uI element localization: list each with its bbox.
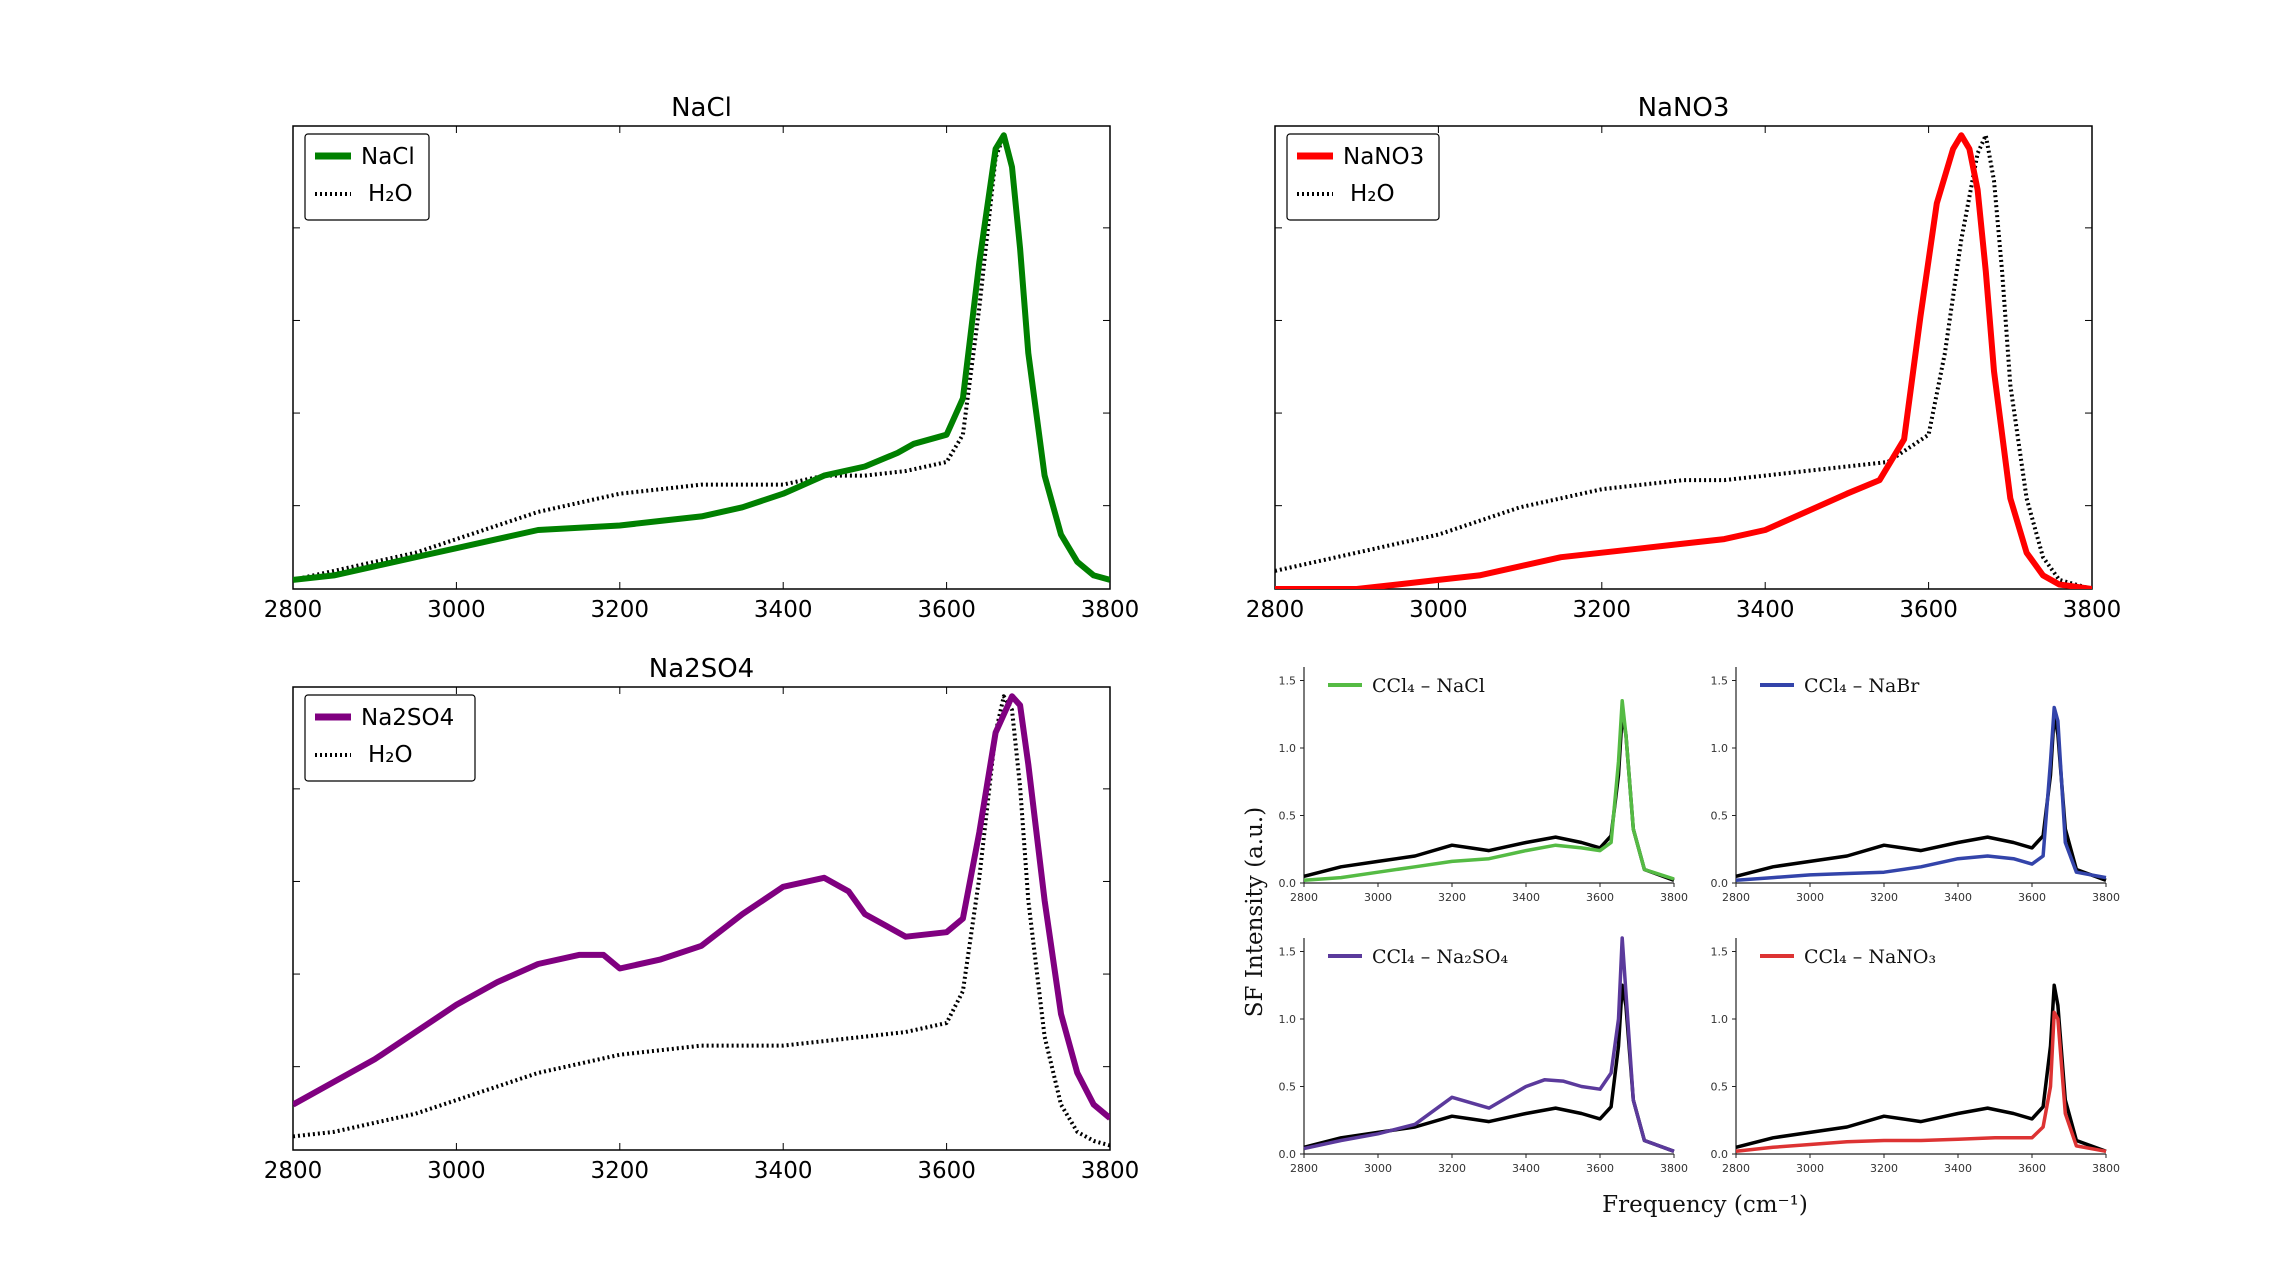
x-tick-label: 3400: [1736, 597, 1795, 623]
panel-0: NaCl 2800 3000 3200 3400 3600 3800 NaCl H₂O: [264, 93, 1140, 623]
x-tick-label: 3800: [1660, 1162, 1688, 1175]
y-tick-label: 0.5: [1279, 810, 1297, 823]
panel-2: Na2SO4 2800 3000 3200 3400 3600 3800 Na2SO4 H₂O: [264, 654, 1140, 1184]
y-tick-label: 0.0: [1279, 877, 1297, 890]
x-tick-label: 3400: [1512, 891, 1540, 904]
series-line-salt: [293, 693, 1110, 1121]
inset-x-axis-label: Frequency (cm⁻¹): [1602, 1192, 1808, 1218]
inset-y-axis-label: SF Intensity (a.u.): [1242, 807, 1268, 1017]
inset-figure: 0.0 0.5 1.0 1.5 2800 3000 3200 3400 3600 3800 CCl₄…: [1242, 667, 2120, 1218]
x-tick-label: 3000: [1364, 891, 1392, 904]
x-tick-label: 3600: [1586, 1162, 1614, 1175]
panel-1: NaNO3 2800 3000 3200 3400 3600 3800 NaNO3 H₂O: [1246, 93, 2122, 623]
y-tick-label: 1.5: [1279, 675, 1297, 688]
legend-label-salt: Na2SO4: [361, 705, 454, 731]
y-tick-label: 0.5: [1711, 810, 1729, 823]
x-tick-label: 3000: [1796, 891, 1824, 904]
x-tick-label: 2800: [1290, 891, 1318, 904]
y-tick-label: 1.0: [1279, 1013, 1297, 1026]
series-line-colored: [1303, 699, 1675, 883]
y-tick-label: 0.0: [1711, 877, 1729, 890]
inset-panel-0: 0.0 0.5 1.0 1.5 2800 3000 3200 3400 3600 3800 CCl₄…: [1279, 667, 1688, 904]
x-tick-label: 2800: [1722, 1162, 1750, 1175]
legend-label: CCl₄ – NaCl: [1372, 675, 1485, 697]
series-line-salt: [1275, 132, 2092, 589]
y-tick-label: 1.5: [1279, 946, 1297, 959]
x-tick-label: 3800: [1081, 597, 1140, 623]
x-tick-label: 2800: [1722, 891, 1750, 904]
x-tick-label: 3200: [591, 597, 650, 623]
x-tick-label: 3200: [1870, 891, 1898, 904]
chart-title: NaCl: [671, 93, 732, 123]
legend: Na2SO4 H₂O: [304, 694, 476, 782]
x-tick-label: 3000: [427, 1158, 486, 1184]
x-tick-label: 3600: [917, 1158, 976, 1184]
series-line-colored: [1735, 1010, 2107, 1154]
legend: NaNO3 H₂O: [1286, 133, 1440, 221]
x-tick-label: 3400: [1944, 891, 1972, 904]
legend-label-salt: NaNO3: [1343, 144, 1424, 170]
y-tick-label: 1.5: [1711, 946, 1729, 959]
y-tick-label: 0.0: [1711, 1148, 1729, 1161]
x-tick-label: 3400: [754, 1158, 813, 1184]
x-tick-label: 3400: [1944, 1162, 1972, 1175]
x-tick-label: 3800: [1081, 1158, 1140, 1184]
chart-title: Na2SO4: [649, 654, 754, 684]
y-tick-label: 0.5: [1279, 1081, 1297, 1094]
x-tick-label: 3000: [427, 597, 486, 623]
x-tick-label: 3600: [1899, 597, 1958, 623]
y-tick-label: 1.0: [1279, 742, 1297, 755]
chart-title: NaNO3: [1638, 93, 1730, 123]
legend-label-h2o: H₂O: [1350, 181, 1395, 207]
series-line-colored: [1303, 936, 1675, 1153]
x-tick-label: 3600: [1586, 891, 1614, 904]
series-line-salt: [293, 132, 1110, 583]
legend-label: CCl₄ – NaNO₃: [1804, 946, 1936, 968]
x-tick-label: 3000: [1409, 597, 1468, 623]
y-tick-label: 1.0: [1711, 742, 1729, 755]
x-tick-label: 3400: [1512, 1162, 1540, 1175]
x-tick-label: 3000: [1796, 1162, 1824, 1175]
legend-label: CCl₄ – NaBr: [1804, 675, 1920, 697]
legend-label: CCl₄ – Na₂SO₄: [1372, 946, 1509, 968]
legend: NaCl H₂O: [304, 133, 430, 221]
legend-label-h2o: H₂O: [368, 181, 413, 207]
x-tick-label: 3200: [1870, 1162, 1898, 1175]
inset-panel-2: 0.0 0.5 1.0 1.5 2800 3000 3200 3400 3600 3800 CCl₄…: [1279, 936, 1688, 1175]
x-tick-label: 3200: [1438, 891, 1466, 904]
inset-panel-3: 0.0 0.5 1.0 1.5 2800 3000 3200 3400 3600 3800 CCl₄…: [1711, 938, 2120, 1175]
legend-label-h2o: H₂O: [368, 742, 413, 768]
y-tick-label: 1.0: [1711, 1013, 1729, 1026]
x-tick-label: 3600: [2018, 891, 2046, 904]
x-tick-label: 3800: [2063, 597, 2122, 623]
y-tick-label: 1.5: [1711, 675, 1729, 688]
x-tick-label: 3200: [1573, 597, 1632, 623]
x-tick-label: 2800: [264, 597, 323, 623]
x-tick-label: 2800: [1290, 1162, 1318, 1175]
x-tick-label: 3800: [1660, 891, 1688, 904]
x-tick-label: 3400: [754, 597, 813, 623]
series-line-h2o: [1275, 133, 2092, 589]
x-tick-label: 3200: [1438, 1162, 1466, 1175]
series-line-h2o: [293, 694, 1110, 1148]
y-tick-label: 0.5: [1711, 1081, 1729, 1094]
series-line-colored: [1735, 705, 2107, 883]
x-tick-label: 2800: [1246, 597, 1305, 623]
x-tick-label: 3000: [1364, 1162, 1392, 1175]
x-tick-label: 3200: [591, 1158, 650, 1184]
legend-label-salt: NaCl: [361, 144, 415, 170]
x-tick-label: 3800: [2092, 1162, 2120, 1175]
inset-panel-1: 0.0 0.5 1.0 1.5 2800 3000 3200 3400 3600 3800 CCl₄…: [1711, 667, 2120, 904]
x-tick-label: 3600: [917, 597, 976, 623]
y-tick-label: 0.0: [1279, 1148, 1297, 1161]
x-tick-label: 3600: [2018, 1162, 2046, 1175]
x-tick-label: 2800: [264, 1158, 323, 1184]
x-tick-label: 3800: [2092, 891, 2120, 904]
